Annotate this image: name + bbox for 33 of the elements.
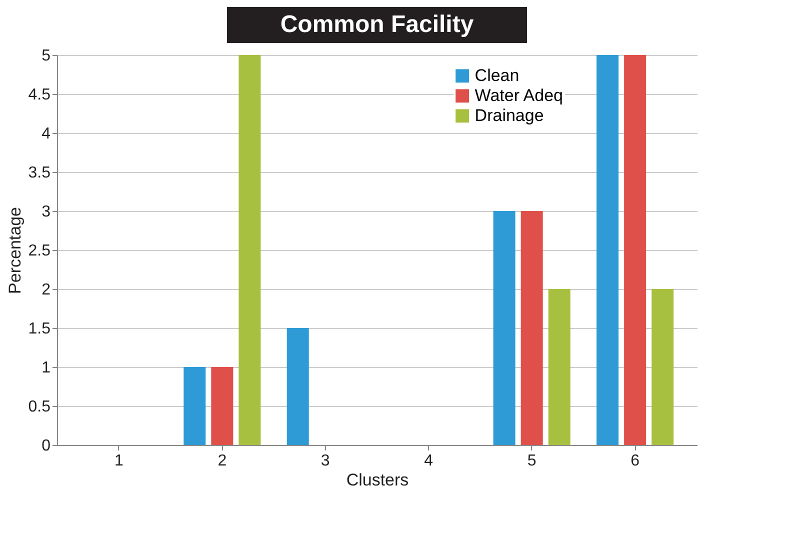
x-tick-label: 5 [527,452,536,470]
bar [548,289,570,445]
bar [493,211,516,445]
bar [211,367,234,445]
bar [286,328,309,445]
legend-label: Clean [474,66,520,85]
x-tick-label: 1 [114,452,124,470]
y-tick-label: 0.5 [28,398,51,416]
x-tick-label: 6 [630,452,640,470]
bar [520,211,543,445]
y-tick-label: 2 [42,282,51,298]
x-axis-title: Clusters [346,470,409,490]
y-tick-label: 2.5 [28,242,51,260]
legend-label: Drainage [474,106,544,125]
y-tick-label: 3 [42,204,51,220]
bar [238,55,261,445]
x-tick-label: 2 [218,452,227,470]
x-tick-label: 4 [424,452,434,470]
x-tick-label: 3 [320,452,330,470]
y-axis-title: Percentage [5,207,24,294]
y-tick-label: 3.5 [28,164,51,182]
y-tick-label: 4 [42,126,51,142]
y-tick-label: 5 [42,48,51,64]
chart-title: Common Facility [280,11,474,38]
bar [596,55,619,445]
y-tick-label: 4.5 [28,86,51,104]
y-tick-label: 1.5 [28,320,51,338]
bar [652,289,674,445]
bar [624,55,646,445]
y-tick-label: 0 [42,438,51,454]
legend-label: Water Adeq [474,86,564,105]
bar [184,367,206,445]
y-tick-label: 1 [42,360,51,376]
